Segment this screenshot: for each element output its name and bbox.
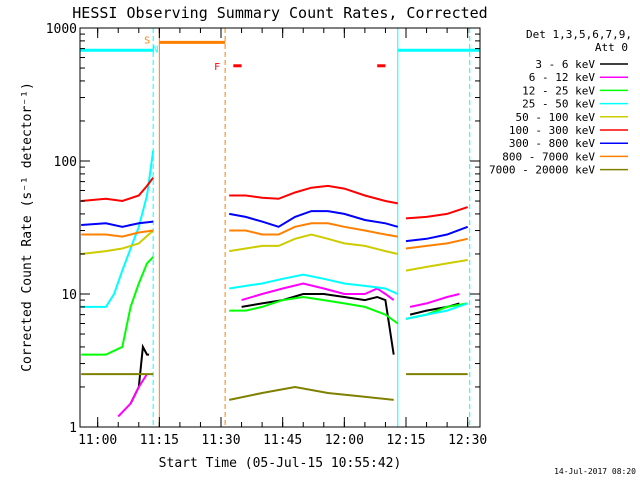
series-3-segment-1 <box>229 273 399 295</box>
series-5-segment-1 <box>229 184 398 205</box>
x-tick-label-12:15: 12:15 <box>386 433 425 448</box>
x-tick-label-11:45: 11:45 <box>263 433 302 448</box>
legend-label-7: 800 - 7000 keV <box>502 150 595 163</box>
y-tick-label-10: 10 <box>61 288 77 303</box>
series-3-segment-2 <box>405 302 469 320</box>
x-tick-label-11:30: 11:30 <box>201 433 240 448</box>
series-1-segment-1 <box>241 282 395 302</box>
series-5-segment-0 <box>81 177 155 203</box>
series-1-segment-2 <box>409 293 460 308</box>
legend-label-2: 12 - 25 keV <box>522 84 595 97</box>
series-6-segment-1 <box>229 210 399 228</box>
annotation-N: N <box>152 45 158 56</box>
plot-frame <box>79 27 481 428</box>
footer-timestamp: 14-Jul-2017 08:20 <box>554 467 636 476</box>
series-7-segment-2 <box>405 237 468 250</box>
series-1-segment-0 <box>117 373 148 418</box>
legend-label-5: 100 - 300 keV <box>509 124 595 137</box>
x-tick-label-12:30: 12:30 <box>448 433 487 448</box>
legend-label-3: 25 - 50 keV <box>522 98 595 111</box>
legend-header-line-1: Det 1,3,5,6,7,9, <box>526 28 632 41</box>
y-axis: 1 10 100 1000 <box>46 22 480 436</box>
y-tick-label-100: 100 <box>54 155 77 170</box>
legend-label-4: 50 - 100 keV <box>516 111 596 124</box>
plot-area: SN F <box>80 28 480 427</box>
legend-header-line-2: Att 0 <box>595 41 628 54</box>
series-5-segment-2 <box>405 206 469 220</box>
legend-label-8: 7000 - 20000 keV <box>489 164 595 177</box>
y-axis-label: Corrected Count Rate (s⁻¹ detector⁻¹) <box>20 82 35 372</box>
x-tick-label-12:00: 12:00 <box>325 433 364 448</box>
series-7-segment-0 <box>81 229 154 238</box>
series-4-segment-2 <box>405 259 468 272</box>
chart-title: HESSI Observing Summary Count Rates, Cor… <box>72 4 487 22</box>
series-0-segment-1 <box>241 293 395 355</box>
series-2-segment-1 <box>229 295 399 325</box>
series-7-segment-1 <box>229 222 398 238</box>
x-tick-label-11:15: 11:15 <box>140 433 179 448</box>
x-tick-label-11:00: 11:00 <box>78 433 117 448</box>
annotation-S: S <box>144 35 150 46</box>
legend-label-1: 6 - 12 keV <box>529 71 596 84</box>
legend-label-0: 3 - 6 keV <box>535 58 595 71</box>
series-2-segment-0 <box>81 256 154 356</box>
legend-label-6: 300 - 800 keV <box>509 137 595 150</box>
series-6-segment-0 <box>81 220 154 228</box>
y-tick-label-1: 1 <box>69 421 77 436</box>
series-3-segment-0 <box>81 150 155 308</box>
series-8-segment-1 <box>228 385 394 401</box>
y-tick-label-1000: 1000 <box>46 22 77 37</box>
x-axis: 11:00 11:15 11:30 11:45 12:00 12:15 12:30 <box>78 28 487 448</box>
series-4-segment-0 <box>81 229 154 255</box>
annotation-F: F <box>214 62 220 73</box>
series-4-segment-1 <box>229 233 399 255</box>
series-6-segment-2 <box>405 225 469 243</box>
x-axis-label: Start Time (05-Jul-15 10:55:42) <box>159 456 402 471</box>
